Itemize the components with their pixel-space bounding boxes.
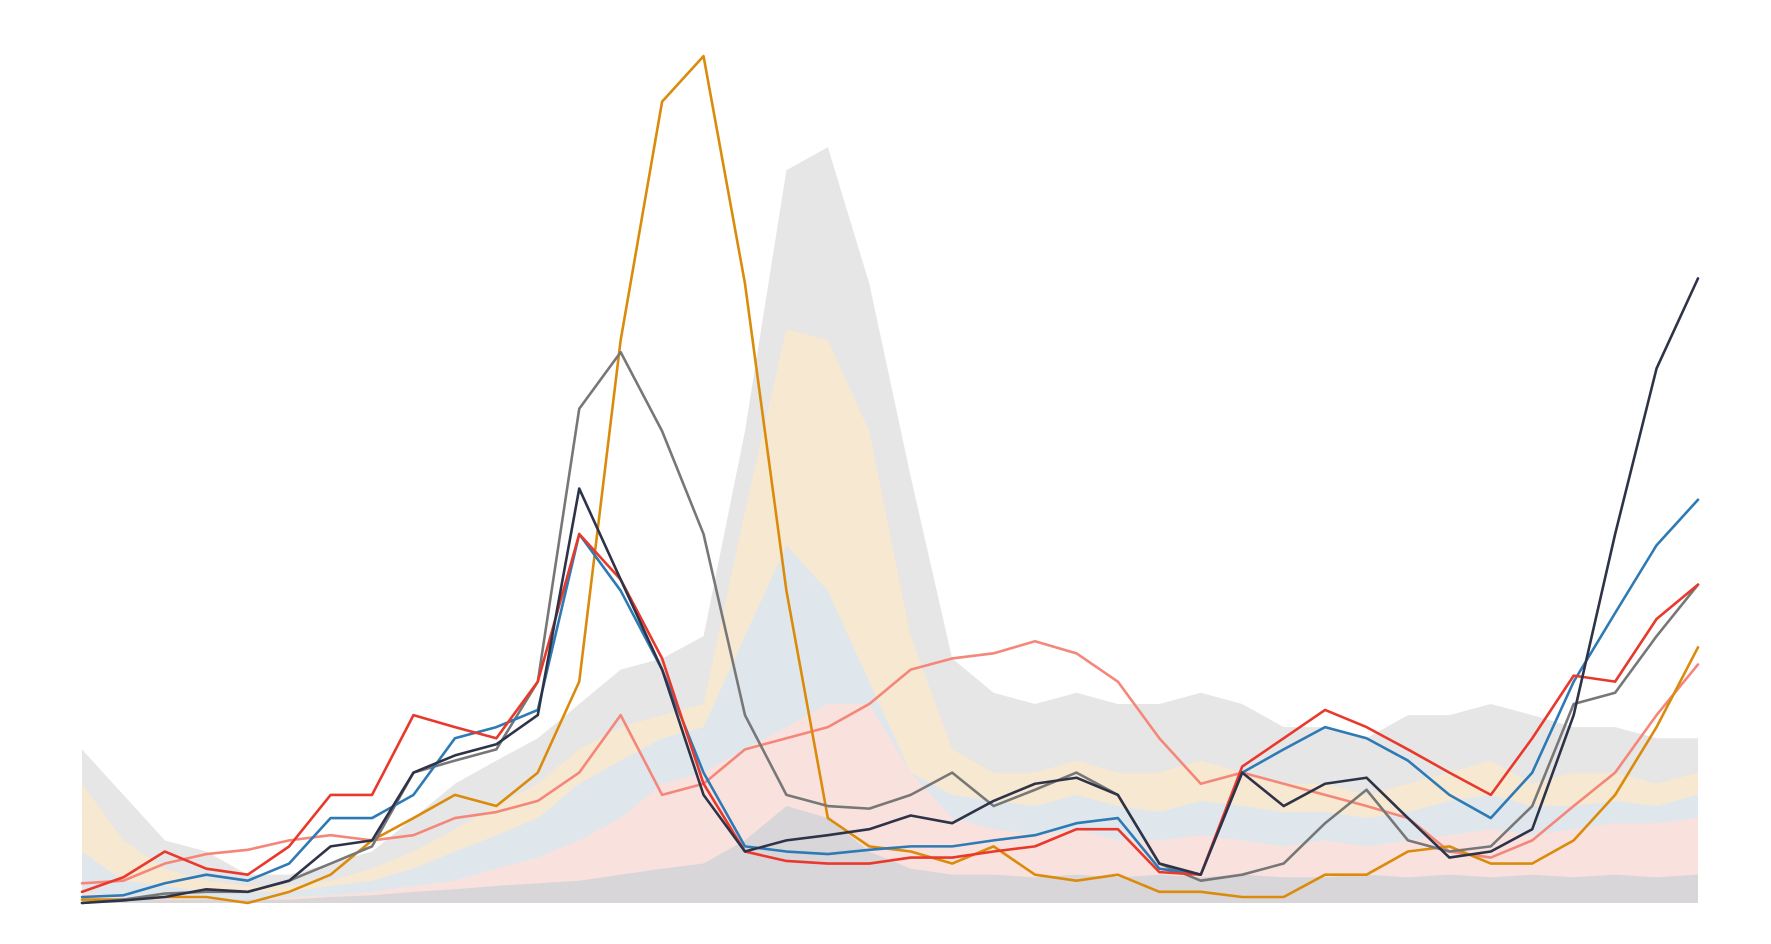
line	[80, 640, 1700, 885]
line	[80, 277, 1700, 905]
area	[82, 545, 1698, 903]
line	[80, 532, 1700, 894]
area	[82, 147, 1698, 904]
line	[80, 350, 1700, 905]
line	[80, 498, 1700, 899]
area	[82, 328, 1698, 903]
area	[82, 806, 1698, 903]
